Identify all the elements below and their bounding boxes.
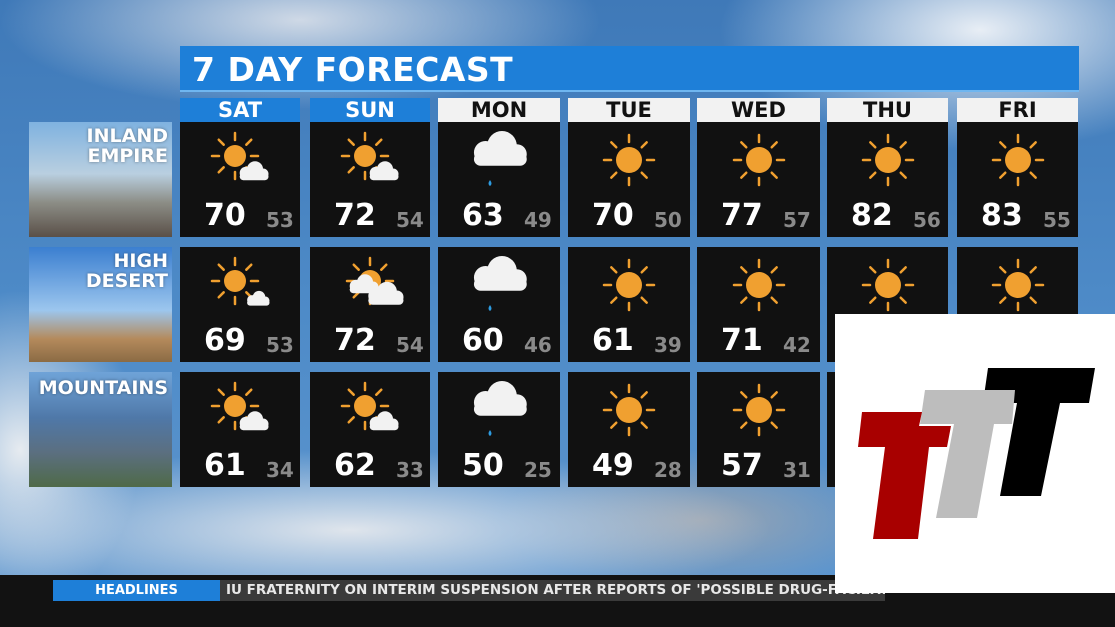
forecast-cell: 49 28 xyxy=(568,372,690,487)
high-temp: 50 xyxy=(462,448,504,483)
region-name-line1: HIGH xyxy=(113,250,168,272)
region-photo-1: HIGH DESERT xyxy=(29,247,172,362)
low-temp: 56 xyxy=(913,208,941,232)
forecast-cell: 70 50 xyxy=(568,122,690,237)
low-temp: 57 xyxy=(783,208,811,232)
low-temp: 54 xyxy=(396,333,424,357)
headline-text: IU FRATERNITY ON INTERIM SUSPENSION AFTE… xyxy=(220,580,885,601)
headlines-label: HEADLINES xyxy=(53,580,220,601)
forecast-cell: 72 54 xyxy=(310,122,430,237)
low-temp: 34 xyxy=(266,458,294,482)
forecast-cell: 72 54 xyxy=(310,247,430,362)
low-temp: 54 xyxy=(396,208,424,232)
high-temp: 83 xyxy=(981,198,1023,233)
high-temp: 57 xyxy=(721,448,763,483)
high-temp: 70 xyxy=(592,198,634,233)
low-temp: 31 xyxy=(783,458,811,482)
region-name-line2: EMPIRE xyxy=(87,145,169,167)
forecast-cell: 63 49 xyxy=(438,122,560,237)
low-temp: 50 xyxy=(654,208,682,232)
forecast-cell: 61 39 xyxy=(568,247,690,362)
rain-cloud-icon xyxy=(473,131,527,186)
day-header-mon: MON xyxy=(438,98,560,122)
day-header-wed: WED xyxy=(697,98,820,122)
region-name-line2: DESERT xyxy=(85,270,168,292)
high-temp: 72 xyxy=(334,323,376,358)
mostly-sunny-icon xyxy=(210,381,269,431)
day-header-fri: FRI xyxy=(957,98,1078,122)
high-temp: 61 xyxy=(204,448,246,483)
sunny-icon xyxy=(732,383,785,437)
high-temp: 72 xyxy=(334,198,376,233)
day-header-sun: SUN xyxy=(310,98,430,122)
low-temp: 53 xyxy=(266,333,294,357)
logo-graphic xyxy=(858,368,1095,539)
high-temp: 63 xyxy=(462,198,504,233)
high-temp: 71 xyxy=(721,323,763,358)
low-temp: 28 xyxy=(654,458,682,482)
sunny-icon xyxy=(602,383,656,437)
low-temp: 33 xyxy=(396,458,424,482)
sunny-icon xyxy=(991,133,1044,187)
low-temp: 49 xyxy=(524,208,552,232)
high-temp: 82 xyxy=(851,198,893,233)
high-temp: 61 xyxy=(592,323,634,358)
forecast-cell: 62 33 xyxy=(310,372,430,487)
sunny-icon xyxy=(861,258,914,312)
ttt-logo xyxy=(835,314,1115,593)
region-photo-0: INLAND EMPIRE xyxy=(29,122,172,237)
sun-small-cloud-icon xyxy=(210,256,270,306)
day-header-tue: TUE xyxy=(568,98,690,122)
high-temp: 49 xyxy=(592,448,634,483)
forecast-cell: 69 53 xyxy=(180,247,300,362)
high-temp: 77 xyxy=(721,198,763,233)
low-temp: 55 xyxy=(1043,208,1071,232)
sunny-icon xyxy=(991,258,1044,312)
mostly-sunny-icon xyxy=(340,381,399,431)
title-bar: 7 DAY FORECAST xyxy=(180,46,1079,92)
sunny-icon xyxy=(732,133,785,187)
sunny-icon xyxy=(732,258,785,312)
low-temp: 46 xyxy=(524,333,552,357)
high-temp: 69 xyxy=(204,323,246,358)
day-header-sat: SAT xyxy=(180,98,300,122)
partly-cloudy-icon xyxy=(345,256,404,306)
forecast-cell: 57 31 xyxy=(697,372,820,487)
sunny-icon xyxy=(602,258,656,312)
region-name-line1: INLAND xyxy=(86,125,168,147)
forecast-cell: 77 57 xyxy=(697,122,820,237)
forecast-cell: 60 46 xyxy=(438,247,560,362)
low-temp: 42 xyxy=(783,333,811,357)
forecast-cell: 70 53 xyxy=(180,122,300,237)
low-temp: 53 xyxy=(266,208,294,232)
forecast-cell: 71 42 xyxy=(697,247,820,362)
page-title: 7 DAY FORECAST xyxy=(192,50,514,89)
high-temp: 60 xyxy=(462,323,504,358)
forecast-cell: 61 34 xyxy=(180,372,300,487)
low-temp: 39 xyxy=(654,333,682,357)
forecast-cell: 82 56 xyxy=(827,122,948,237)
forecast-cell: 83 55 xyxy=(957,122,1078,237)
rain-cloud-icon xyxy=(473,381,527,436)
forecast-cell: 50 25 xyxy=(438,372,560,487)
rain-cloud-icon xyxy=(473,256,527,311)
region-photo-2: MOUNTAINS xyxy=(29,372,172,487)
sunny-icon xyxy=(861,133,914,187)
low-temp: 25 xyxy=(524,458,552,482)
sunny-icon xyxy=(602,133,656,187)
high-temp: 62 xyxy=(334,448,376,483)
region-name-line2: MOUNTAINS xyxy=(38,377,168,399)
mostly-sunny-icon xyxy=(210,131,269,181)
high-temp: 70 xyxy=(204,198,246,233)
day-header-thu: THU xyxy=(827,98,948,122)
mostly-sunny-icon xyxy=(340,131,399,181)
